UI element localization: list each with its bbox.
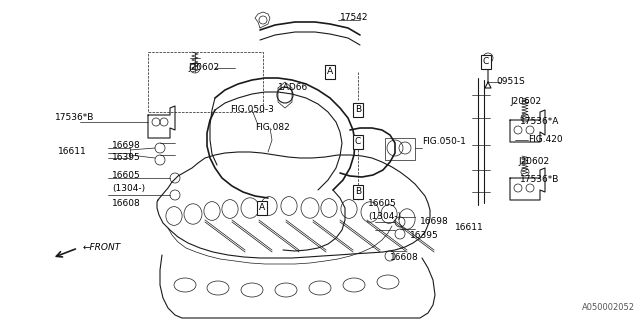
Text: 16698: 16698 [112,140,141,149]
Text: FIG.050-3: FIG.050-3 [230,106,274,115]
Text: C: C [355,138,361,147]
Bar [148,52,263,112]
Text: 16395: 16395 [112,154,141,163]
Text: 16605: 16605 [112,171,141,180]
Text: B: B [355,106,361,115]
Text: 16395: 16395 [410,230,439,239]
Bar [385,138,415,160]
Text: (1304-): (1304-) [112,183,145,193]
Text: (1304-): (1304-) [368,212,401,221]
Text: 17542: 17542 [340,13,369,22]
Text: FIG.420: FIG.420 [528,135,563,145]
Text: 16611: 16611 [455,223,484,233]
Text: A050002052: A050002052 [582,303,635,312]
Text: 16608: 16608 [112,198,141,207]
Text: J20602: J20602 [188,63,219,73]
Text: B: B [355,188,361,196]
Text: 16611: 16611 [58,148,87,156]
Text: J20602: J20602 [510,98,541,107]
Text: 16605: 16605 [368,199,397,209]
Text: ←FRONT: ←FRONT [83,244,121,252]
Text: 16698: 16698 [420,218,449,227]
Text: J20602: J20602 [518,157,549,166]
Text: A: A [259,204,265,212]
Text: 1AD66: 1AD66 [278,84,308,92]
Text: FIG.050-1: FIG.050-1 [422,138,466,147]
Text: FIG.082: FIG.082 [255,123,290,132]
Text: C: C [483,58,489,67]
Text: 0951S: 0951S [496,77,525,86]
Text: A: A [327,68,333,76]
Text: 17536*B: 17536*B [55,114,94,123]
Text: 16608: 16608 [390,253,419,262]
Text: 17536*A: 17536*A [520,117,559,126]
Text: 17536*B: 17536*B [520,175,559,185]
